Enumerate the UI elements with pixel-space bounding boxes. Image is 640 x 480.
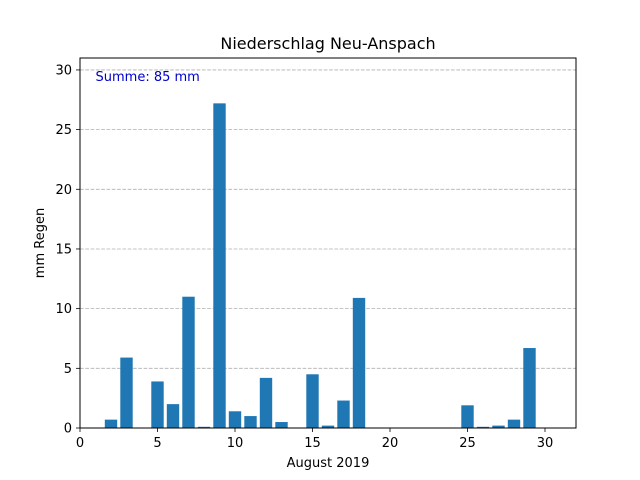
y-tick-label: 5: [64, 362, 72, 377]
grid-lines: [80, 69, 576, 369]
x-tick-label: 30: [537, 436, 554, 451]
x-tick-label: 15: [304, 436, 321, 451]
y-tick-label: 25: [55, 123, 72, 138]
bar-day-12: [259, 377, 273, 428]
chart-title: Niederschlag Neu-Anspach: [220, 34, 435, 53]
bar-day-7: [182, 296, 195, 428]
x-tick-label: 5: [153, 436, 161, 451]
y-axis: 0 5 10 15 20 25 30: [55, 63, 80, 437]
bar-day-27: [492, 425, 505, 428]
x-tick-label: 25: [459, 436, 476, 451]
bar-day-5: [151, 381, 164, 428]
bar-day-17: [337, 400, 350, 428]
bar-day-16: [321, 425, 335, 428]
bar-day-25: [461, 405, 474, 428]
y-tick-label: 0: [64, 422, 72, 437]
x-tick-label: 0: [76, 436, 84, 451]
x-axis-label: August 2019: [287, 456, 370, 471]
bar-day-18: [352, 297, 366, 428]
x-tick-label: 20: [382, 436, 399, 451]
y-tick-label: 20: [55, 183, 72, 198]
bar-day-3: [120, 357, 133, 428]
plot-frame: [79, 57, 577, 429]
bar-day-9: [213, 103, 226, 429]
bar-day-6: [166, 404, 180, 428]
bar-day-26: [476, 426, 490, 428]
bar-day-11: [244, 416, 257, 428]
bar-day-2: [104, 419, 118, 428]
bars: [104, 103, 536, 429]
bar-day-28: [507, 419, 521, 428]
bar-day-8: [197, 426, 211, 428]
x-axis: 0 5 10 15 20 25 30: [76, 428, 553, 451]
bar-day-15: [306, 374, 319, 428]
y-tick-label: 15: [55, 242, 72, 257]
y-tick-label: 30: [55, 63, 72, 78]
bar-day-10: [228, 411, 242, 428]
y-tick-label: 10: [55, 302, 72, 317]
y-axis-label: mm Regen: [33, 208, 48, 278]
bar-day-13: [275, 422, 288, 428]
x-tick-label: 10: [227, 436, 244, 451]
sum-annotation: Summe: 85 mm: [96, 70, 200, 85]
bar-day-29: [523, 348, 536, 428]
